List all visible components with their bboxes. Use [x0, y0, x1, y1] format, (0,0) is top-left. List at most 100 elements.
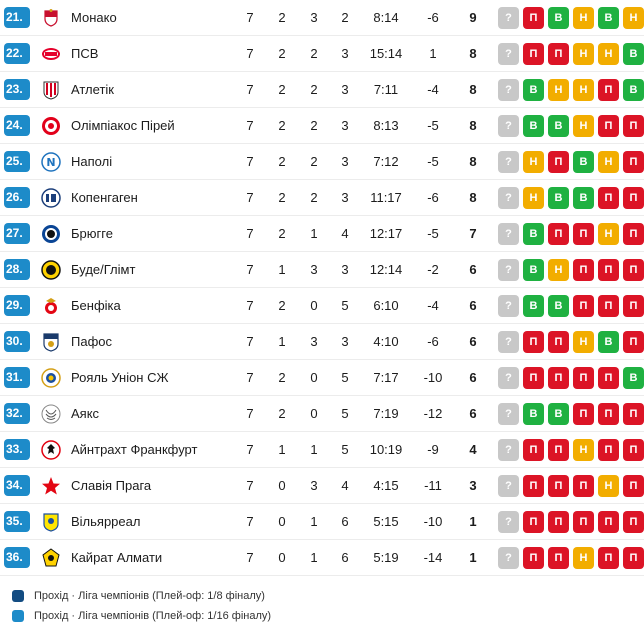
form-badge[interactable]: Н — [623, 7, 644, 29]
table-row[interactable]: 25. N Наполі 7 2 2 3 7:12 -5 8? Н П В Н П — [0, 144, 644, 180]
team-name[interactable]: Аякс — [71, 406, 100, 421]
form-badge[interactable]: П — [523, 439, 544, 461]
form-badge[interactable]: В — [548, 115, 569, 137]
form-badge[interactable]: П — [573, 403, 594, 425]
form-badge[interactable]: П — [548, 367, 569, 389]
form-badge[interactable]: П — [623, 223, 644, 245]
form-badge[interactable]: П — [548, 43, 569, 65]
form-badge[interactable]: Н — [523, 151, 544, 173]
form-badge[interactable]: П — [573, 511, 594, 533]
form-badge[interactable]: Н — [573, 439, 594, 461]
form-badge[interactable]: П — [623, 403, 644, 425]
table-row[interactable]: 22. ПСВ 7 2 2 3 15:14 1 8? П П Н Н В — [0, 36, 644, 72]
form-badge[interactable]: П — [548, 475, 569, 497]
form-badge[interactable]: П — [623, 547, 644, 569]
next-match-badge[interactable]: ? — [498, 7, 519, 29]
form-badge[interactable]: В — [573, 187, 594, 209]
form-badge[interactable]: Н — [598, 475, 619, 497]
form-badge[interactable]: В — [523, 223, 544, 245]
form-badge[interactable]: В — [573, 151, 594, 173]
team-name[interactable]: Копенгаген — [71, 190, 138, 205]
form-badge[interactable]: П — [548, 331, 569, 353]
form-badge[interactable]: Н — [573, 331, 594, 353]
form-badge[interactable]: П — [623, 439, 644, 461]
table-row[interactable]: 29. Бенфіка 7 2 0 5 6:10 -4 6? В В П П П — [0, 288, 644, 324]
table-row[interactable]: 34. Славія Прага 7 0 3 4 4:15 -11 3? П П П Н П — [0, 468, 644, 504]
next-match-badge[interactable]: ? — [498, 295, 519, 317]
next-match-badge[interactable]: ? — [498, 115, 519, 137]
team-name[interactable]: Пафос — [71, 334, 112, 349]
form-badge[interactable]: Н — [548, 259, 569, 281]
form-badge[interactable]: В — [523, 79, 544, 101]
next-match-badge[interactable]: ? — [498, 547, 519, 569]
form-badge[interactable]: В — [548, 295, 569, 317]
team-name[interactable]: Бенфіка — [71, 298, 121, 313]
table-row[interactable]: 36. Кайрат Алмати 7 0 1 6 5:19 -14 1? П П Н П П — [0, 540, 644, 576]
form-badge[interactable]: В — [598, 331, 619, 353]
form-badge[interactable]: В — [523, 295, 544, 317]
next-match-badge[interactable]: ? — [498, 403, 519, 425]
form-badge[interactable]: П — [573, 295, 594, 317]
team-name[interactable]: Вільярреал — [71, 514, 141, 529]
table-row[interactable]: 28. Буде/Глімт 7 1 3 3 12:14 -2 6? В Н П П П — [0, 252, 644, 288]
form-badge[interactable]: П — [548, 151, 569, 173]
form-badge[interactable]: П — [623, 187, 644, 209]
form-badge[interactable]: П — [523, 367, 544, 389]
form-badge[interactable]: П — [573, 223, 594, 245]
form-badge[interactable]: П — [548, 223, 569, 245]
form-badge[interactable]: В — [623, 43, 644, 65]
form-badge[interactable]: П — [598, 439, 619, 461]
form-badge[interactable]: П — [623, 331, 644, 353]
form-badge[interactable]: П — [523, 547, 544, 569]
form-badge[interactable]: В — [548, 403, 569, 425]
team-name[interactable]: Атлетік — [71, 82, 114, 97]
next-match-badge[interactable]: ? — [498, 187, 519, 209]
form-badge[interactable]: П — [523, 511, 544, 533]
form-badge[interactable]: П — [598, 115, 619, 137]
form-badge[interactable]: В — [598, 7, 619, 29]
form-badge[interactable]: Н — [573, 79, 594, 101]
form-badge[interactable]: П — [623, 511, 644, 533]
table-row[interactable]: 32. Аякс 7 2 0 5 7:19 -12 6? В В П П П — [0, 396, 644, 432]
form-badge[interactable]: П — [623, 259, 644, 281]
form-badge[interactable]: Н — [523, 187, 544, 209]
team-name[interactable]: Монако — [71, 10, 117, 25]
form-badge[interactable]: П — [598, 511, 619, 533]
form-badge[interactable]: П — [598, 367, 619, 389]
form-badge[interactable]: В — [548, 187, 569, 209]
next-match-badge[interactable]: ? — [498, 367, 519, 389]
team-name[interactable]: Рояль Уніон СЖ — [71, 370, 169, 385]
team-name[interactable]: Буде/Глімт — [71, 262, 136, 277]
form-badge[interactable]: П — [523, 331, 544, 353]
form-badge[interactable]: П — [623, 151, 644, 173]
form-badge[interactable]: В — [623, 367, 644, 389]
form-badge[interactable]: П — [548, 439, 569, 461]
next-match-badge[interactable]: ? — [498, 439, 519, 461]
form-badge[interactable]: П — [598, 259, 619, 281]
form-badge[interactable]: В — [523, 259, 544, 281]
team-name[interactable]: Брюгге — [71, 226, 113, 241]
form-badge[interactable]: П — [573, 259, 594, 281]
form-badge[interactable]: П — [548, 511, 569, 533]
form-badge[interactable]: Н — [573, 7, 594, 29]
table-row[interactable]: 21. Монако 7 2 3 2 8:14 -6 9? П В Н В Н — [0, 0, 644, 36]
next-match-badge[interactable]: ? — [498, 475, 519, 497]
form-badge[interactable]: В — [623, 79, 644, 101]
table-row[interactable]: 35. Вільярреал 7 0 1 6 5:15 -10 1? П П П П П — [0, 504, 644, 540]
form-badge[interactable]: П — [598, 187, 619, 209]
table-row[interactable]: 31. Рояль Уніон СЖ 7 2 0 5 7:17 -10 6? П П П П В — [0, 360, 644, 396]
form-badge[interactable]: П — [623, 115, 644, 137]
team-name[interactable]: ПСВ — [71, 46, 99, 61]
team-name[interactable]: Наполі — [71, 154, 113, 169]
form-badge[interactable]: Н — [548, 79, 569, 101]
form-badge[interactable]: Н — [573, 547, 594, 569]
next-match-badge[interactable]: ? — [498, 259, 519, 281]
table-row[interactable]: 33. Айнтрахт Франкфурт 7 1 1 5 10:19 -9 4? П П Н П П — [0, 432, 644, 468]
form-badge[interactable]: П — [548, 547, 569, 569]
table-row[interactable]: 26. Копенгаген 7 2 2 3 11:17 -6 8? Н В В П П — [0, 180, 644, 216]
next-match-badge[interactable]: ? — [498, 43, 519, 65]
team-name[interactable]: Олімпіакос Пірей — [71, 118, 175, 133]
form-badge[interactable]: П — [598, 295, 619, 317]
form-badge[interactable]: П — [598, 403, 619, 425]
table-row[interactable]: 27. Брюгге 7 2 1 4 12:17 -5 7? В П П Н П — [0, 216, 644, 252]
